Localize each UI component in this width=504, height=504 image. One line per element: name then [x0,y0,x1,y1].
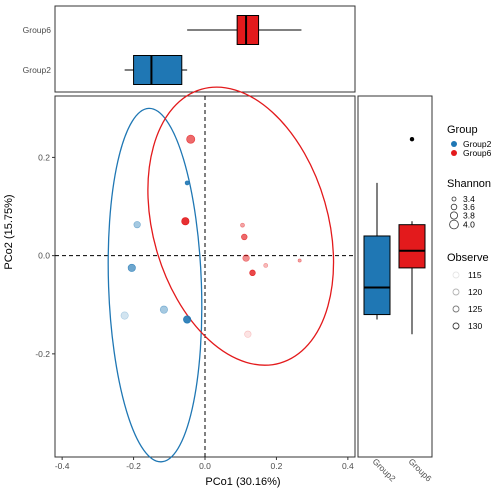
y-axis-title: PCo2 (15.75%) [3,194,15,269]
scatter-point-15 [244,330,252,338]
y-tick-label: 0.2 [38,152,50,162]
right-boxplot-panel: Group2 Group6 [357,95,434,484]
legend-group-title: Group [447,124,478,136]
scatter-point-13 [297,258,302,263]
x-tick-label: -0.2 [126,461,141,471]
scatter-point-6 [120,311,129,320]
legend-shannon-3-8-swatch [449,211,458,220]
legend-observe-115-label: 115 [468,270,482,280]
x-axis-title: PCo1 (30.16%) [205,476,280,488]
scatter-panel-border [54,95,356,458]
legend-shannon-title: Shannon [447,178,491,190]
legend-observe-115-swatch [452,271,460,279]
scatter-point-5 [183,315,192,324]
legend-shannon-4-0-swatch [449,219,459,230]
legend-observe-125-label: 125 [468,304,482,314]
legend-observe-120-swatch [452,288,460,296]
ellipse-group6 [147,86,335,366]
scatter-point-12 [263,263,269,268]
legend-observe-130-label: 130 [468,321,482,331]
top-box-group2 [124,55,188,85]
legend-observe-120-label: 120 [468,287,482,297]
scatter-point-4 [159,305,168,314]
top-boxes [124,15,302,85]
scatter-y-ticks: 0.2 0.0 -0.2 [35,152,55,359]
scatter-x-ticks: -0.4 -0.2 0.0 0.2 0.4 [55,457,354,471]
top-box-body [236,15,260,45]
legend-observe-130-swatch [452,322,460,330]
legend-shannon-4-0-label: 4.0 [463,220,475,230]
right-box-group6 [398,137,426,335]
right-tick-group2: Group2 [371,456,398,483]
scatter-point-3 [127,263,136,272]
scatter-panel: -0.4 -0.2 0.0 0.2 0.4 0.2 0.0 -0.2 PCo1 (30.16… [3,86,356,488]
scatter-point-9 [241,233,248,241]
legend-group6-label: Group6 [463,148,492,158]
legend-shannon-3-8-label: 3.8 [463,211,475,221]
scatter-point-10 [242,254,250,262]
top-boxplot-panel: Group6 Group2 [23,5,356,93]
scatter-point-11 [249,269,256,276]
right-box-body [363,235,391,316]
legend-shannon-3-4-label: 3.4 [463,194,475,204]
legend-shannon-3-6-swatch [450,203,458,211]
legend-group6-swatch [451,150,457,156]
top-tick-group2: Group2 [23,65,52,75]
legend-shannon-3-6-label: 3.6 [463,202,475,212]
scatter-point-7 [186,134,196,144]
scatter-point-2 [133,221,141,229]
legend: Group Group2 Group6 Shannon 3.4 3.6 3.8 … [447,124,492,331]
right-tick-group6: Group6 [407,456,434,483]
y-tick-label: -0.2 [35,349,50,359]
top-box-group6 [187,15,302,45]
legend-observe-title: Observe [447,252,489,264]
scatter-content [55,86,355,463]
top-panel-border [54,5,356,93]
x-tick-label: 0.2 [271,461,283,471]
ellipse-group2 [107,107,203,463]
top-tick-group6: Group6 [23,25,52,35]
right-box-body [398,224,426,269]
right-box-group2 [363,182,391,320]
legend-shannon-3-4-swatch [451,196,457,202]
legend-group2-swatch [451,141,457,147]
scatter-point-8 [181,217,190,226]
y-tick-label: 0.0 [38,251,50,261]
scatter-point-14 [240,222,245,228]
x-tick-label: 0.0 [199,461,211,471]
legend-group2-label: Group2 [463,139,492,149]
right-box-outlier [409,137,415,142]
right-boxes [363,137,426,335]
x-tick-label: -0.4 [55,461,70,471]
top-box-body [133,55,183,85]
legend-observe-125-swatch [452,305,460,313]
scatter-point-1 [184,180,190,186]
x-tick-label: 0.4 [342,461,354,471]
